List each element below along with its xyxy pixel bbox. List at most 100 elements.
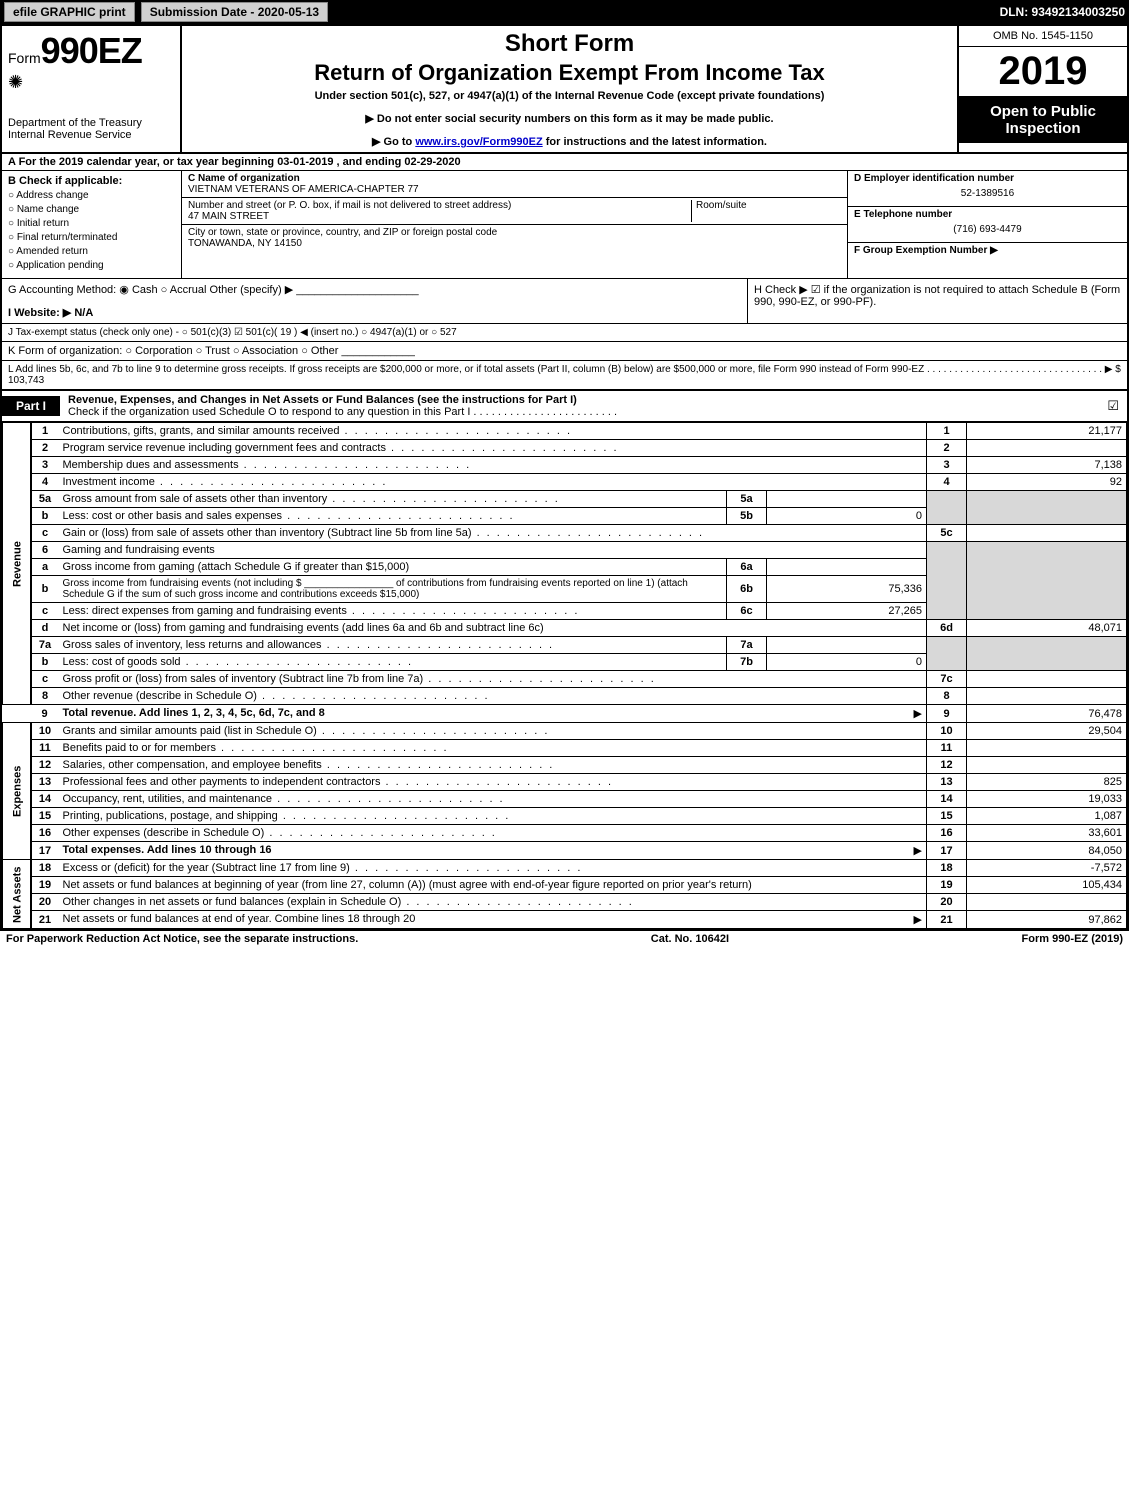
ln-7b: b: [31, 654, 59, 671]
ln-9: 9: [31, 705, 59, 723]
ln-6a: a: [31, 559, 59, 576]
num-6d: 6d: [927, 620, 967, 637]
val-9: 76,478: [967, 705, 1127, 723]
ln-5a: 5a: [31, 491, 59, 508]
ln-3: 3: [31, 457, 59, 474]
desc-5b: Less: cost or other basis and sales expe…: [59, 508, 727, 525]
short-form-label: Short Form: [192, 30, 947, 58]
header-left: Form990EZ ✺ Department of the Treasury I…: [2, 26, 182, 152]
chk-amended-return[interactable]: Amended return: [8, 246, 175, 257]
header-center: Short Form Return of Organization Exempt…: [182, 26, 957, 152]
ln-10: 10: [31, 723, 59, 740]
chk-address-change[interactable]: Address change: [8, 190, 175, 201]
irs-link[interactable]: www.irs.gov/Form990EZ: [415, 136, 542, 148]
val-15: 1,087: [967, 808, 1127, 825]
city-value: TONAWANDA, NY 14150: [188, 238, 841, 249]
shade-6v: [967, 542, 1127, 620]
arrow-line-2: ▶ Go to www.irs.gov/Form990EZ for instru…: [192, 135, 947, 148]
desc-21: Net assets or fund balances at end of ye…: [59, 911, 927, 929]
desc-18: Excess or (deficit) for the year (Subtra…: [59, 860, 927, 877]
checkboxes-b: B Check if applicable: Address change Na…: [2, 171, 182, 278]
ln-1: 1: [31, 423, 59, 440]
e-label: E Telephone number: [854, 209, 1121, 220]
footer-mid: Cat. No. 10642I: [358, 933, 1021, 945]
ln-20: 20: [31, 894, 59, 911]
num-1: 1: [927, 423, 967, 440]
ln-6b: b: [31, 576, 59, 603]
sub-5b: 5b: [727, 508, 767, 525]
num-17: 17: [927, 842, 967, 860]
dept-irs: Internal Revenue Service: [8, 129, 174, 141]
desc-2: Program service revenue including govern…: [59, 440, 927, 457]
num-3: 3: [927, 457, 967, 474]
form-num: 990EZ: [41, 30, 142, 71]
ln-6: 6: [31, 542, 59, 559]
desc-20: Other changes in net assets or fund bala…: [59, 894, 927, 911]
val-18: -7,572: [967, 860, 1127, 877]
tax-year: 2019: [959, 47, 1127, 97]
chk-final-return[interactable]: Final return/terminated: [8, 232, 175, 243]
num-13: 13: [927, 774, 967, 791]
ln-6c: c: [31, 603, 59, 620]
ln-12: 12: [31, 757, 59, 774]
i-website: I Website: ▶ N/A: [8, 306, 741, 319]
val-13: 825: [967, 774, 1127, 791]
arrow-icon: ▶: [914, 913, 922, 926]
form-title: Return of Organization Exempt From Incom…: [192, 60, 947, 86]
chk-name-change[interactable]: Name change: [8, 204, 175, 215]
form-prefix: Form: [8, 50, 41, 66]
arrow2-pre: ▶ Go to: [372, 136, 415, 148]
footer: For Paperwork Reduction Act Notice, see …: [0, 931, 1129, 947]
g-text: G Accounting Method: ◉ Cash ○ Accrual Ot…: [8, 283, 741, 296]
ln-21: 21: [31, 911, 59, 929]
subval-6c: 27,265: [767, 603, 927, 620]
submission-date-button[interactable]: Submission Date - 2020-05-13: [141, 2, 328, 22]
footer-right: Form 990-EZ (2019): [1022, 933, 1123, 945]
c-value: VIETNAM VETERANS OF AMERICA-CHAPTER 77: [188, 184, 841, 195]
org-name-cell: C Name of organization VIETNAM VETERANS …: [182, 171, 847, 198]
efile-print-button[interactable]: efile GRAPHIC print: [4, 2, 135, 22]
num-5c: 5c: [927, 525, 967, 542]
part1-check[interactable]: ☑: [1099, 395, 1127, 417]
ln-15: 15: [31, 808, 59, 825]
subval-6a: [767, 559, 927, 576]
desc-16: Other expenses (describe in Schedule O): [59, 825, 927, 842]
shade-7: [927, 637, 967, 671]
k-row: K Form of organization: ○ Corporation ○ …: [2, 342, 1127, 361]
sub-7b: 7b: [727, 654, 767, 671]
desc-4: Investment income: [59, 474, 927, 491]
desc-1: Contributions, gifts, grants, and simila…: [59, 423, 927, 440]
chk-initial-return[interactable]: Initial return: [8, 218, 175, 229]
room-suite: Room/suite: [691, 200, 841, 222]
part1-title: Revenue, Expenses, and Changes in Net As…: [60, 391, 1099, 421]
ln-19: 19: [31, 877, 59, 894]
form-subtitle: Under section 501(c), 527, or 4947(a)(1)…: [192, 90, 947, 102]
ln-11: 11: [31, 740, 59, 757]
entity-row: B Check if applicable: Address change Na…: [2, 171, 1127, 279]
sub-5a: 5a: [727, 491, 767, 508]
row-gh: G Accounting Method: ◉ Cash ○ Accrual Ot…: [2, 279, 1127, 324]
desc-13: Professional fees and other payments to …: [59, 774, 927, 791]
shade-6: [927, 542, 967, 620]
desc-8: Other revenue (describe in Schedule O): [59, 688, 927, 705]
val-16: 33,601: [967, 825, 1127, 842]
subval-5a: [767, 491, 927, 508]
val-10: 29,504: [967, 723, 1127, 740]
val-4: 92: [967, 474, 1127, 491]
addr-value: 47 MAIN STREET: [188, 211, 691, 222]
part1-label: Part I: [2, 396, 60, 416]
entity-mid: C Name of organization VIETNAM VETERANS …: [182, 171, 847, 278]
footer-left: For Paperwork Reduction Act Notice, see …: [6, 933, 358, 945]
chk-application-pending[interactable]: Application pending: [8, 260, 175, 271]
entity-right: D Employer identification number 52-1389…: [847, 171, 1127, 278]
desc-17: Total expenses. Add lines 10 through 16 …: [59, 842, 927, 860]
ln-5b: b: [31, 508, 59, 525]
arrow2-post: for instructions and the latest informat…: [543, 136, 767, 148]
desc-7b: Less: cost of goods sold: [59, 654, 727, 671]
num-14: 14: [927, 791, 967, 808]
line-a: A For the 2019 calendar year, or tax yea…: [2, 154, 1127, 171]
num-10: 10: [927, 723, 967, 740]
form-number: Form990EZ: [8, 30, 174, 72]
sub-6c: 6c: [727, 603, 767, 620]
addr-label: Number and street (or P. O. box, if mail…: [188, 200, 691, 211]
